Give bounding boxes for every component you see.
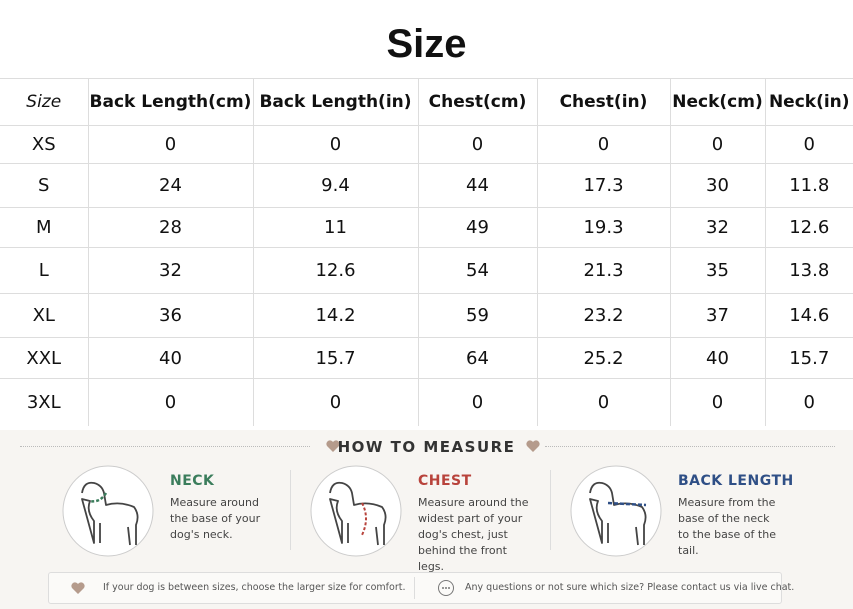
heart-icon bbox=[526, 440, 540, 452]
value-cell: 17.3 bbox=[536, 163, 670, 208]
header-row: Size Back Length(cm) Back Length(in) Chest(… bbox=[0, 78, 853, 126]
value-cell: 24 bbox=[87, 163, 253, 208]
value-cell: 9.4 bbox=[252, 163, 418, 208]
note: If your dog is between sizes, choose the… bbox=[103, 582, 406, 593]
value-cell: 0 bbox=[764, 125, 853, 164]
value-cell: 12.6 bbox=[764, 207, 853, 248]
separator bbox=[290, 470, 291, 550]
value-cell: 14.6 bbox=[764, 293, 853, 338]
measure-text: Measure from the base of the neck to the… bbox=[678, 496, 776, 557]
value-cell: 23.2 bbox=[536, 293, 670, 338]
size-cell: L bbox=[0, 247, 88, 294]
value-cell: 21.3 bbox=[536, 247, 670, 294]
size-cell: XS bbox=[0, 125, 88, 164]
separator bbox=[550, 470, 551, 550]
value-cell: 30 bbox=[669, 163, 765, 208]
table-row: XL 36 14.2 59 23.2 37 14.6 bbox=[0, 293, 853, 338]
header-cell: Size bbox=[0, 78, 88, 126]
value-cell: 40 bbox=[87, 337, 253, 379]
size-cell: XL bbox=[0, 293, 88, 338]
measure-section: HOW TO MEASURE NECK Measure around the ba… bbox=[0, 430, 853, 609]
value-cell: 11.8 bbox=[764, 163, 853, 208]
title: Size bbox=[386, 22, 467, 66]
size-cell: XXL bbox=[0, 337, 88, 379]
value-cell: 0 bbox=[252, 378, 418, 426]
value-cell: 0 bbox=[87, 125, 253, 164]
value-cell: 13.8 bbox=[764, 247, 853, 294]
value-cell: 15.7 bbox=[764, 337, 853, 379]
value-cell: 0 bbox=[536, 378, 670, 426]
size-table: Size Back Length(cm) Back Length(in) Chest(… bbox=[0, 78, 853, 426]
dog-icon bbox=[310, 465, 402, 557]
value-cell: 0 bbox=[764, 378, 853, 426]
value-cell: 40 bbox=[669, 337, 765, 379]
measure-title: NECK bbox=[170, 473, 215, 489]
value-cell: 35 bbox=[669, 247, 765, 294]
divider bbox=[20, 446, 310, 447]
value-cell: 0 bbox=[252, 125, 418, 164]
value-cell: 28 bbox=[87, 207, 253, 248]
value-cell: 19.3 bbox=[536, 207, 670, 248]
value-cell: 0 bbox=[87, 378, 253, 426]
heart-icon bbox=[326, 440, 340, 452]
value-cell: 0 bbox=[669, 378, 765, 426]
header-cell: Neck(in) bbox=[764, 78, 853, 126]
value-cell: 12.6 bbox=[252, 247, 418, 294]
table-row: M 28 11 49 19.3 32 12.6 bbox=[0, 207, 853, 248]
header-cell: Neck(cm) bbox=[669, 78, 765, 126]
value-cell: 0 bbox=[417, 378, 537, 426]
notes-box: If your dog is between sizes, choose the… bbox=[48, 572, 794, 604]
value-cell: 64 bbox=[417, 337, 537, 379]
separator bbox=[414, 577, 415, 599]
value-cell: 14.2 bbox=[252, 293, 418, 338]
measure-title: BACK LENGTH bbox=[678, 473, 794, 489]
value-cell: 36 bbox=[87, 293, 253, 338]
chat-icon bbox=[438, 580, 454, 596]
measure-text: Measure around the widest part of your d… bbox=[418, 496, 529, 573]
value-cell: 59 bbox=[417, 293, 537, 338]
value-cell: 32 bbox=[669, 207, 765, 248]
value-cell: 0 bbox=[669, 125, 765, 164]
size-cell: M bbox=[0, 207, 88, 248]
table-row: XXL 40 15.7 64 25.2 40 15.7 bbox=[0, 337, 853, 379]
table-row: S 24 9.4 44 17.3 30 11.8 bbox=[0, 163, 853, 208]
dog-icon bbox=[62, 465, 154, 557]
table-row: L 32 12.6 54 21.3 35 13.8 bbox=[0, 247, 853, 294]
table-row: 3XL 0 0 0 0 0 0 bbox=[0, 378, 853, 426]
table-row: XS 0 0 0 0 0 0 bbox=[0, 125, 853, 164]
value-cell: 44 bbox=[417, 163, 537, 208]
measure-text: Measure around the base of your dog's ne… bbox=[170, 496, 261, 541]
header-cell: Back Length(in) bbox=[252, 78, 418, 126]
value-cell: 11 bbox=[252, 207, 418, 248]
measure-heading: HOW TO MEASURE bbox=[337, 438, 516, 456]
value-cell: 49 bbox=[417, 207, 537, 248]
value-cell: 54 bbox=[417, 247, 537, 294]
value-cell: 15.7 bbox=[252, 337, 418, 379]
divider bbox=[545, 446, 835, 447]
value-cell: 32 bbox=[87, 247, 253, 294]
dog-icon bbox=[570, 465, 662, 557]
value-cell: 0 bbox=[536, 125, 670, 164]
measure-title: CHEST bbox=[418, 473, 472, 489]
header-cell: Chest(in) bbox=[536, 78, 670, 126]
value-cell: 37 bbox=[669, 293, 765, 338]
header-cell: Back Length(cm) bbox=[87, 78, 253, 126]
note: Any questions or not sure which size? Pl… bbox=[465, 582, 795, 593]
size-cell: 3XL bbox=[0, 378, 88, 426]
value-cell: 25.2 bbox=[536, 337, 670, 379]
header-cell: Chest(cm) bbox=[417, 78, 537, 126]
size-cell: S bbox=[0, 163, 88, 208]
value-cell: 0 bbox=[417, 125, 537, 164]
heart-icon bbox=[71, 582, 85, 594]
